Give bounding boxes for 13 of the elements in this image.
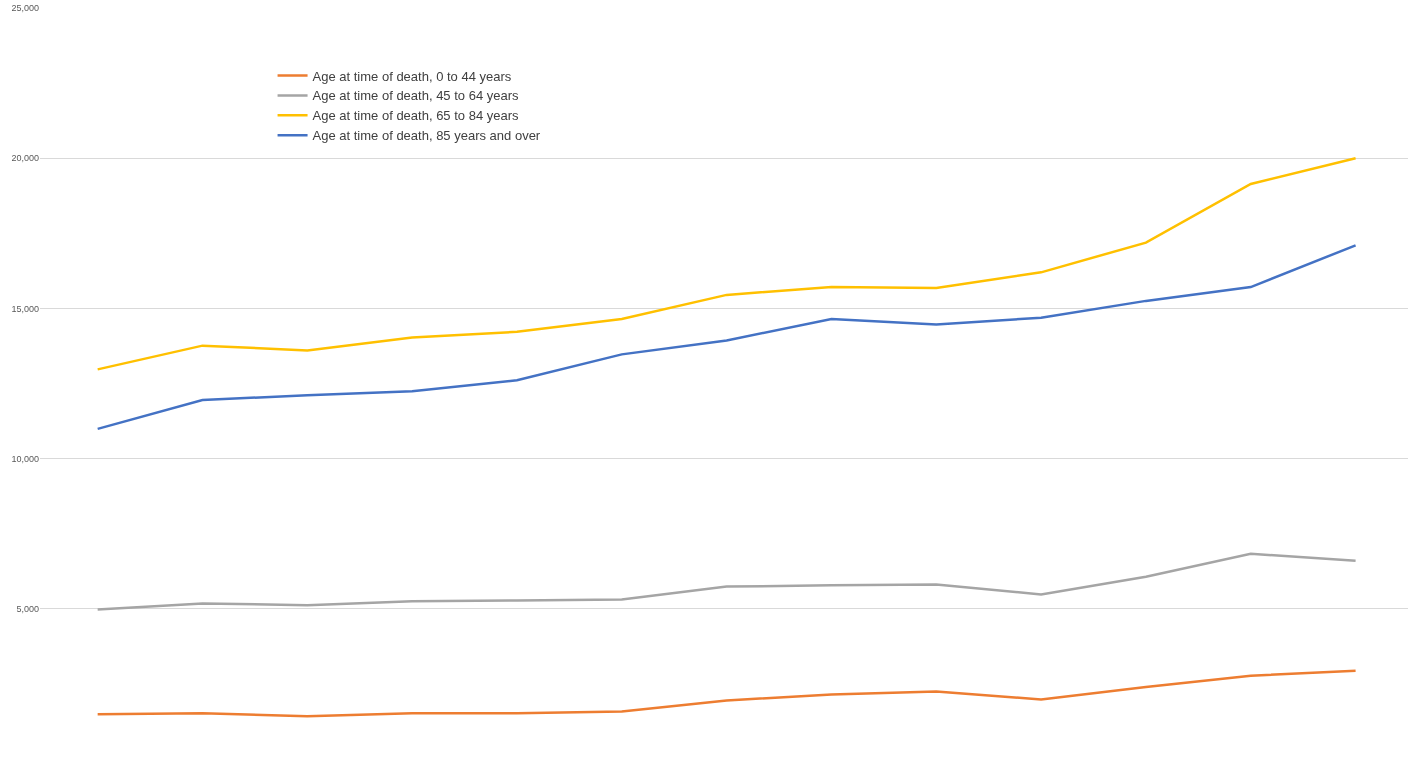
legend-label: Age at time of death, 65 to 84 years: [312, 108, 520, 124]
y-tick-label: 15,000: [11, 303, 39, 314]
y-tick-label: 5,000: [16, 603, 39, 614]
legend-label: Age at time of death, 85 years and over: [312, 128, 541, 144]
y-tick-label: 20,000: [11, 153, 39, 164]
y-tick-label: 10,000: [11, 453, 39, 464]
legend-label: Age at time of death, 45 to 64 years: [312, 88, 520, 104]
line-series: [96, 244, 1357, 431]
line-series: [96, 669, 1357, 718]
line-series: [96, 552, 1357, 611]
legend-label: Age at time of death, 0 to 44 years: [312, 68, 512, 84]
y-tick-label: 25,000: [11, 3, 39, 14]
line-series: [96, 156, 1357, 371]
